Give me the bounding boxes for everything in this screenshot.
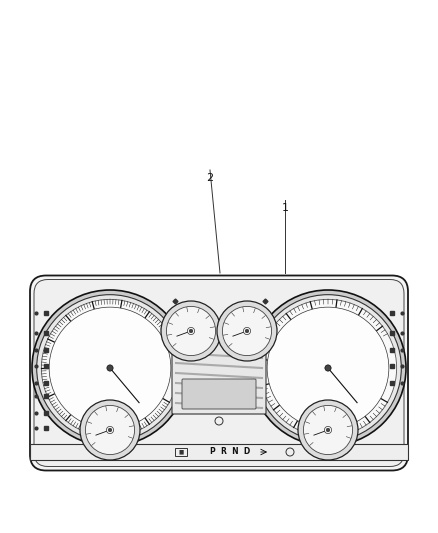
Text: 1: 1: [282, 203, 289, 213]
Circle shape: [254, 295, 401, 441]
FancyBboxPatch shape: [34, 279, 404, 466]
Circle shape: [187, 327, 194, 335]
Circle shape: [189, 329, 193, 333]
Circle shape: [325, 426, 332, 434]
Circle shape: [298, 400, 358, 460]
FancyBboxPatch shape: [30, 276, 408, 471]
Text: ■: ■: [178, 449, 184, 455]
Bar: [30, 444, 408, 460]
Circle shape: [108, 428, 112, 432]
FancyBboxPatch shape: [182, 379, 256, 409]
Text: 2: 2: [206, 173, 214, 183]
Circle shape: [245, 329, 249, 333]
Circle shape: [259, 300, 397, 437]
Circle shape: [161, 301, 221, 361]
Circle shape: [304, 406, 353, 455]
Circle shape: [267, 307, 389, 429]
Circle shape: [37, 295, 184, 441]
Circle shape: [41, 300, 179, 437]
Circle shape: [250, 290, 406, 446]
Circle shape: [244, 327, 251, 335]
Bar: [175, 448, 187, 456]
FancyBboxPatch shape: [172, 337, 266, 414]
Text: P  R  N  D: P R N D: [210, 448, 250, 456]
Circle shape: [166, 306, 215, 356]
Circle shape: [107, 365, 113, 371]
Circle shape: [85, 406, 134, 455]
Circle shape: [49, 307, 171, 429]
Circle shape: [326, 428, 330, 432]
Circle shape: [325, 365, 331, 371]
Circle shape: [223, 306, 272, 356]
Circle shape: [106, 426, 113, 434]
Circle shape: [217, 301, 277, 361]
Circle shape: [32, 290, 188, 446]
Circle shape: [80, 400, 140, 460]
